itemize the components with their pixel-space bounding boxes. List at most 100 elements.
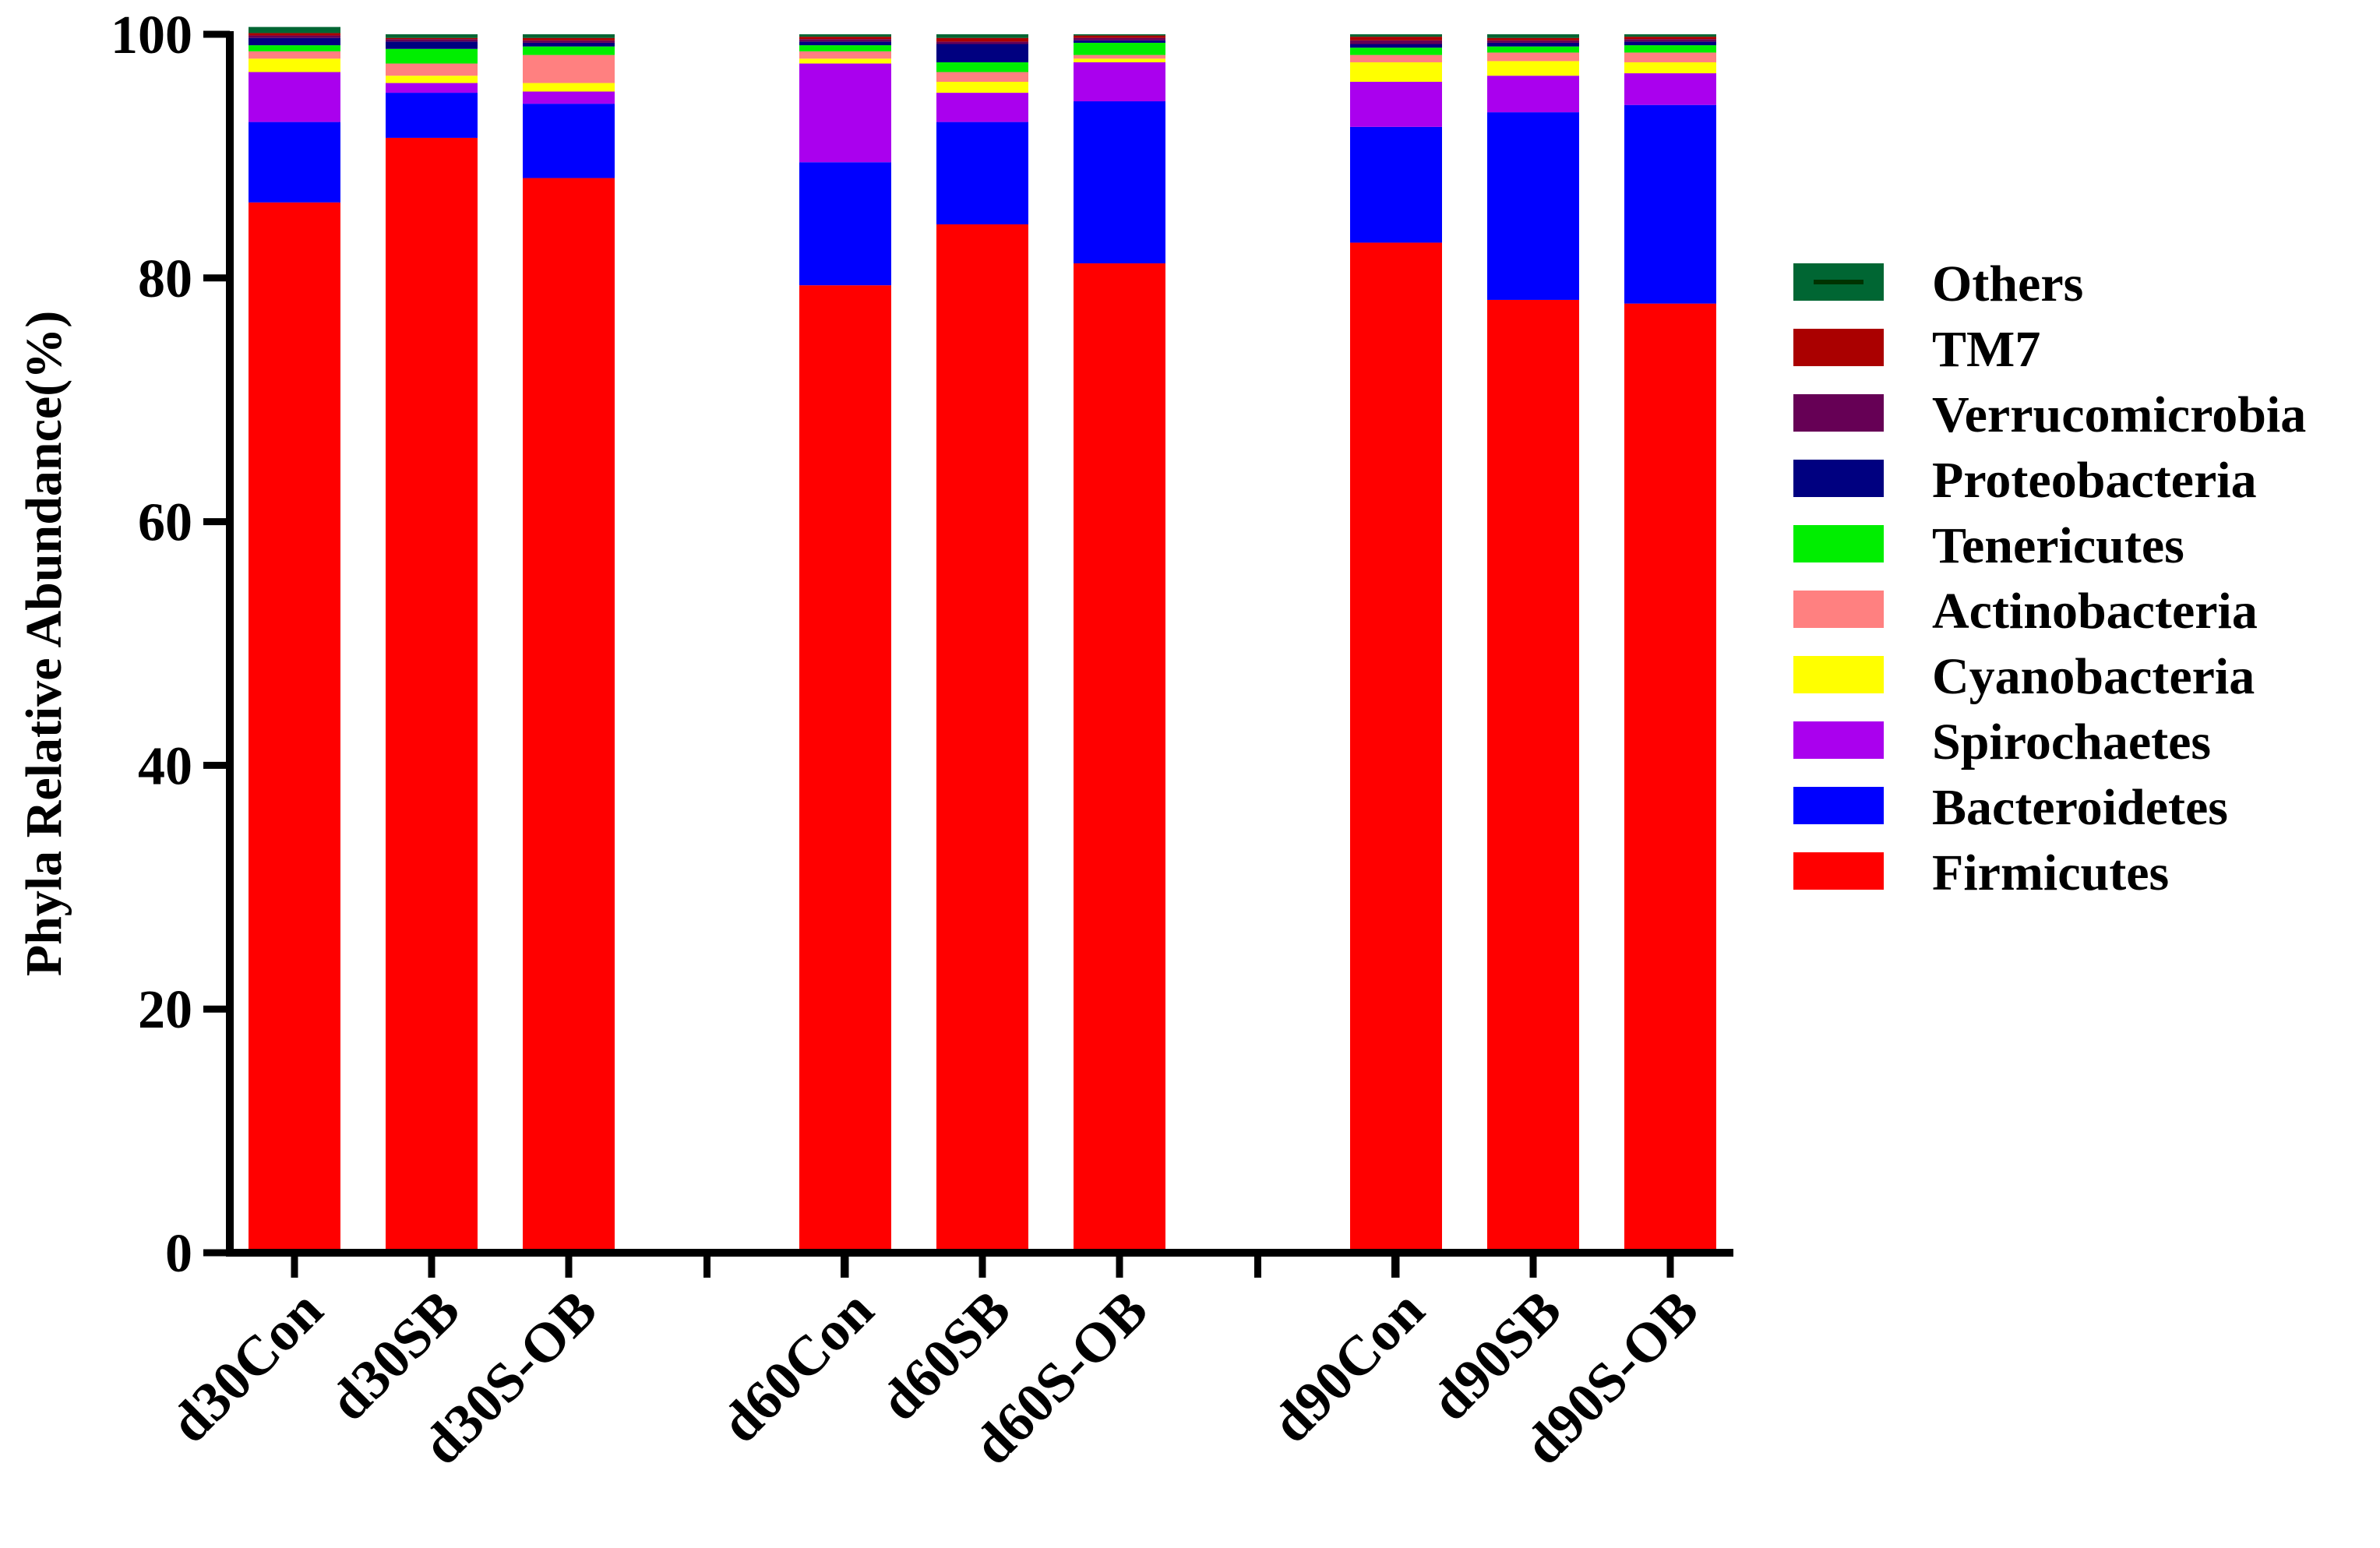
- bar-segment-d90s-ob-tenericutes: [1624, 45, 1716, 53]
- legend-swatch-actinobacteria: [1793, 591, 1884, 628]
- legend-label-others: Others: [1932, 256, 2083, 312]
- bar-segment-d90s-ob-spirochaetes: [1624, 73, 1716, 105]
- bar-segment-d90con-others: [1350, 34, 1442, 37]
- bar-segment-d30con-tm7: [249, 33, 340, 36]
- bar-segment-d60s-ob-tenericutes: [1074, 42, 1165, 55]
- bar-segment-d30con-proteobacteria: [249, 37, 340, 46]
- bar-segment-d90s-ob-verrucomicrobia: [1624, 39, 1716, 42]
- bar-segment-d30con-actinobacteria: [249, 51, 340, 59]
- bar-segment-d90s-ob-actinobacteria: [1624, 52, 1716, 62]
- bar-segment-d60con-tenericutes: [799, 45, 891, 51]
- bar-segment-d60con-firmicutes: [799, 285, 891, 1254]
- y-tick-label-60: 60: [138, 493, 192, 553]
- legend-label-firmicutes: Firmicutes: [1932, 845, 2169, 901]
- bar-segment-d30s-ob-proteobacteria: [523, 42, 615, 47]
- bar-segment-d60sb-bacteroidetes: [936, 122, 1028, 224]
- bar-segment-d60s-ob-others: [1074, 34, 1165, 36]
- bar-segment-d30s-ob-spirochaetes: [523, 91, 615, 104]
- bar-segment-d60sb-tm7: [936, 37, 1028, 42]
- bar-segment-d30con-verrucomicrobia: [249, 35, 340, 38]
- legend-label-bacteroidetes: Bacteroidetes: [1932, 779, 2228, 836]
- bar-segment-d90s-ob-bacteroidetes: [1624, 104, 1716, 304]
- legend-label-tenericutes: Tenericutes: [1932, 517, 2184, 574]
- bar-segment-d90sb-tenericutes: [1487, 46, 1579, 53]
- legend-label-spirochaetes: Spirochaetes: [1932, 714, 2211, 770]
- bar-segment-d60s-ob-proteobacteria: [1074, 40, 1165, 43]
- bar-segment-d30sb-cyanobacteria: [386, 76, 478, 83]
- bar-segment-d60con-cyanobacteria: [799, 58, 891, 64]
- bar-segment-d30s-ob-bacteroidetes: [523, 104, 615, 178]
- bar-segment-d60con-others: [799, 34, 891, 37]
- bar-segment-d60sb-verrucomicrobia: [936, 41, 1028, 44]
- bar-segment-d90sb-verrucomicrobia: [1487, 40, 1579, 43]
- y-tick-label-100: 100: [111, 5, 192, 65]
- bar-segment-d60sb-proteobacteria: [936, 44, 1028, 62]
- bar-segment-d60sb-cyanobacteria: [936, 81, 1028, 93]
- bar-segment-d60sb-spirochaetes: [936, 93, 1028, 122]
- bar-segment-d30sb-tm7: [386, 37, 478, 40]
- legend-swatch-firmicutes: [1793, 852, 1884, 890]
- bar-segment-d30con-firmicutes: [249, 202, 340, 1253]
- bar-segment-d90con-spirochaetes: [1350, 81, 1442, 127]
- legend-swatch-bacteroidetes: [1793, 787, 1884, 824]
- bar-segment-d60s-ob-tm7: [1074, 35, 1165, 38]
- bar-segment-d90con-verrucomicrobia: [1350, 40, 1442, 44]
- bar-segment-d30sb-spirochaetes: [386, 83, 478, 93]
- bar-segment-d60s-ob-actinobacteria: [1074, 55, 1165, 59]
- bar-segment-d30sb-bacteroidetes: [386, 93, 478, 138]
- bar-segment-d60s-ob-spirochaetes: [1074, 62, 1165, 102]
- bar-segment-d90s-ob-cyanobacteria: [1624, 62, 1716, 74]
- bar-segment-d90sb-bacteroidetes: [1487, 112, 1579, 300]
- bar-segment-d90con-bacteroidetes: [1350, 126, 1442, 243]
- bar-segment-d60sb-tenericutes: [936, 62, 1028, 72]
- bar-segment-d90sb-firmicutes: [1487, 299, 1579, 1253]
- y-tick-label-20: 20: [138, 980, 192, 1040]
- bar-segment-d30sb-verrucomicrobia: [386, 39, 478, 42]
- legend-swatch-tm7: [1793, 329, 1884, 366]
- y-axis-title: Phyla Relative Abundance(%): [16, 311, 72, 976]
- bar-segment-d90s-ob-proteobacteria: [1624, 41, 1716, 46]
- legend-swatch-verrucomicrobia: [1793, 394, 1884, 432]
- legend-label-cyanobacteria: Cyanobacteria: [1932, 648, 2255, 705]
- bar-segment-d60sb-others: [936, 34, 1028, 38]
- bar-segment-d30con-tenericutes: [249, 45, 340, 51]
- bar-segment-d60s-ob-firmicutes: [1074, 263, 1165, 1254]
- bar-segment-d60con-proteobacteria: [799, 41, 891, 46]
- y-tick-label-40: 40: [138, 736, 192, 796]
- bar-segment-d90s-ob-tm7: [1624, 37, 1716, 40]
- legend: Others TM7 Verrucomicrobia Proteobacteria Te…: [1793, 256, 2306, 901]
- bar-segment-d90con-cyanobacteria: [1350, 62, 1442, 82]
- bar-segment-d90con-tm7: [1350, 37, 1442, 41]
- x-tick-label-d90con: d90Con: [1260, 1278, 1436, 1455]
- bar-segment-d30s-ob-cyanobacteria: [523, 83, 615, 92]
- bar-segment-d30con-cyanobacteria: [249, 58, 340, 72]
- y-tick-label-80: 80: [138, 249, 192, 309]
- bar-segment-d90sb-tm7: [1487, 37, 1579, 41]
- legend-label-actinobacteria: Actinobacteria: [1932, 583, 2258, 640]
- legend-swatch-cyanobacteria: [1793, 656, 1884, 693]
- bars-layer: [249, 26, 1716, 1254]
- bar-segment-d60con-spirochaetes: [799, 63, 891, 163]
- bar-segment-d30s-ob-verrucomicrobia: [523, 40, 615, 43]
- bar-segment-d30s-ob-tm7: [523, 37, 615, 41]
- legend-label-tm7: TM7: [1932, 321, 2040, 378]
- x-tick-label-d30con: d30Con: [158, 1278, 334, 1455]
- bar-segment-d90con-proteobacteria: [1350, 44, 1442, 48]
- bar-segment-d90con-tenericutes: [1350, 48, 1442, 55]
- bar-segment-d90sb-others: [1487, 34, 1579, 38]
- bar-segment-d30s-ob-tenericutes: [523, 46, 615, 55]
- legend-label-proteobacteria: Proteobacteria: [1932, 452, 2257, 509]
- bar-segment-d30con-others: [249, 26, 340, 33]
- legend-label-verrucomicrobia: Verrucomicrobia: [1932, 386, 2306, 443]
- bar-segment-d60sb-actinobacteria: [936, 72, 1028, 82]
- bar-segment-d30sb-actinobacteria: [386, 63, 478, 76]
- bar-segment-d90sb-spirochaetes: [1487, 76, 1579, 113]
- bar-segment-d30sb-proteobacteria: [386, 41, 478, 49]
- bar-segment-d90con-actinobacteria: [1350, 55, 1442, 62]
- bar-segment-d90sb-cyanobacteria: [1487, 61, 1579, 76]
- bar-segment-d30sb-tenericutes: [386, 48, 478, 64]
- bar-segment-d60con-actinobacteria: [799, 51, 891, 59]
- bar-segment-d90s-ob-others: [1624, 34, 1716, 37]
